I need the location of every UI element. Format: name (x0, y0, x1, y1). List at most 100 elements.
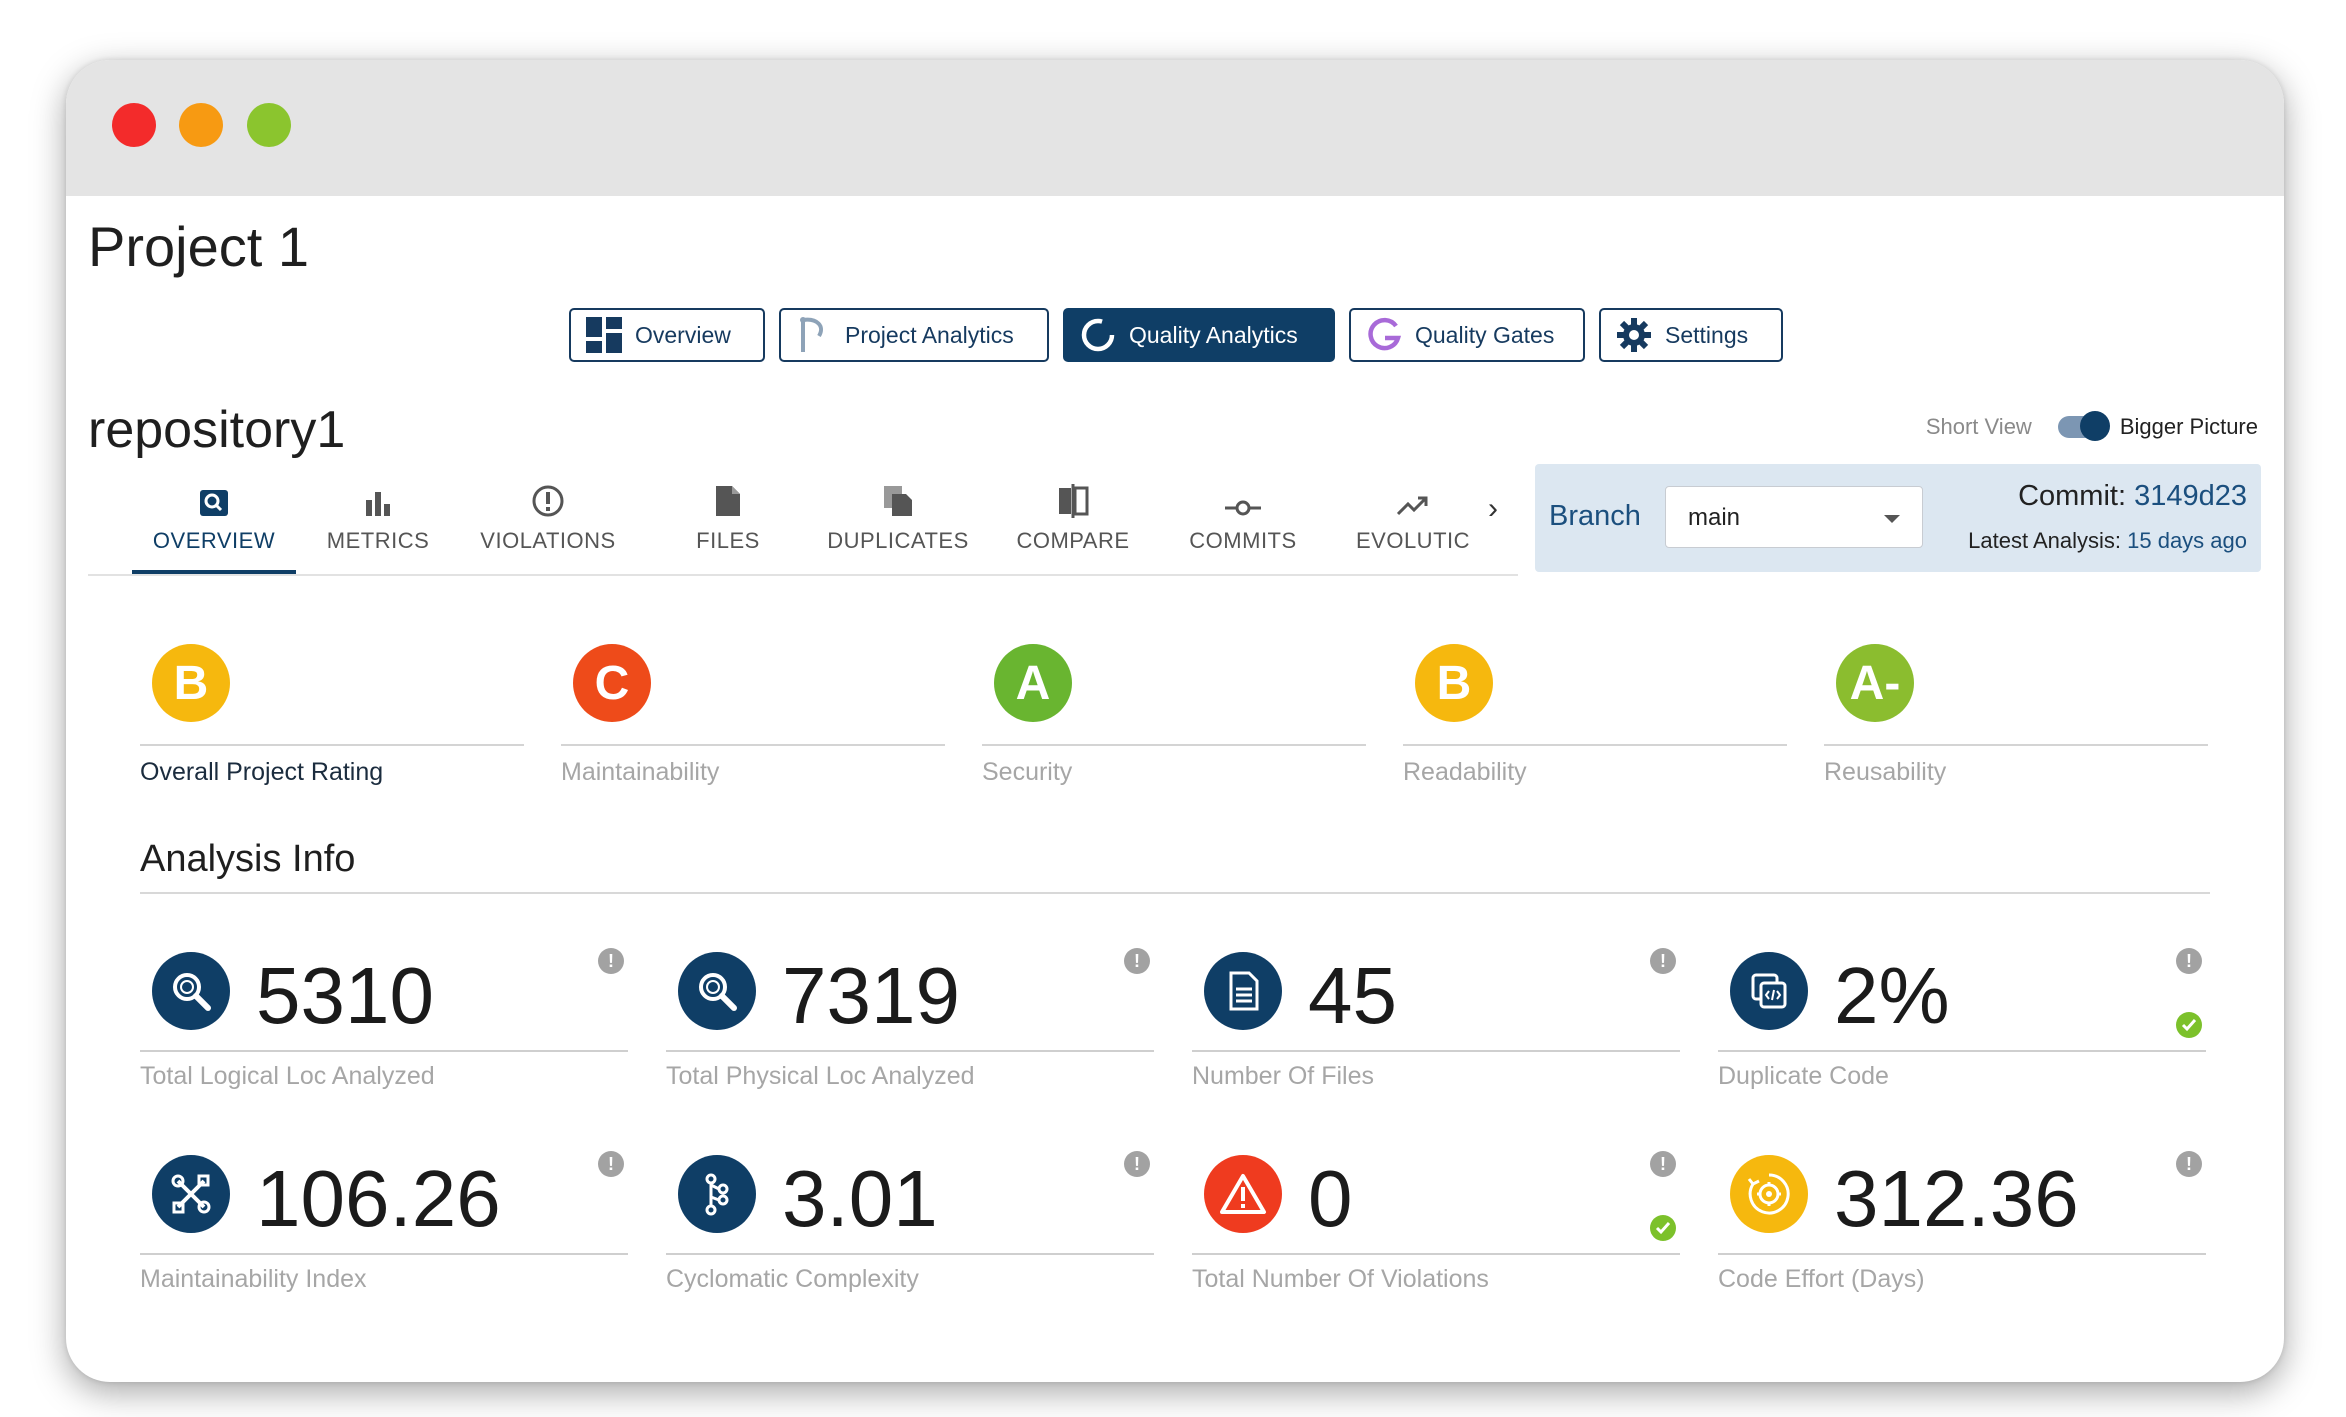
metric-cyclomatic-complexity: 3.01 ! Cyclomatic Complexity (666, 1141, 1154, 1293)
analysis-info-title: Analysis Info (140, 838, 356, 880)
grade-badge: B (1415, 644, 1493, 722)
rating-overall[interactable]: B Overall Project Rating (140, 644, 524, 786)
metric-underline (1192, 1050, 1680, 1052)
nav-settings-button[interactable]: Settings (1599, 308, 1783, 362)
app-window: Project 1 Overview Project Analytics Qua… (66, 60, 2284, 1382)
rating-security[interactable]: A Security (982, 644, 1366, 786)
commit-hash[interactable]: 3149d23 (2134, 480, 2247, 512)
metric-label: Total Logical Loc Analyzed (140, 1062, 435, 1090)
metric-value: 2% (1834, 951, 1950, 1040)
gear-icon (1615, 316, 1653, 354)
flow-icon (678, 1155, 756, 1233)
duplicate-code-icon (1730, 952, 1808, 1030)
check-circle-icon (2176, 1012, 2202, 1038)
bar-chart-icon (308, 462, 448, 518)
info-icon[interactable]: ! (2176, 1151, 2202, 1177)
tab-overview[interactable]: OVERVIEW (132, 462, 296, 574)
view-toggle-row: Short View Bigger Picture (1925, 411, 2258, 441)
title-bar (66, 60, 2284, 196)
main-content: Project 1 Overview Project Analytics Qua… (66, 196, 2284, 1382)
search-square-icon (132, 462, 296, 518)
grade-badge: A- (1836, 644, 1914, 722)
metric-label: Code Effort (Days) (1718, 1265, 1925, 1293)
repository-tabs: OVERVIEW METRICS VIOLATIONS FILES (88, 462, 1518, 576)
metric-total-violations: 0 ! Total Number Of Violations (1192, 1141, 1680, 1293)
quality-gates-icon (1365, 316, 1403, 354)
info-icon[interactable]: ! (2176, 948, 2202, 974)
tab-files[interactable]: FILES (658, 462, 798, 572)
nav-project-analytics-label: Project Analytics (845, 321, 1014, 348)
analytics-icon (795, 316, 833, 354)
rating-reusability[interactable]: A- Reusability (1824, 644, 2208, 786)
metric-underline (140, 1050, 628, 1052)
grade-badge: C (573, 644, 651, 722)
magnifier-icon (152, 952, 230, 1030)
metric-underline (1718, 1050, 2206, 1052)
metric-label: Number Of Files (1192, 1062, 1374, 1090)
file-icon (658, 462, 798, 518)
tab-commits-label: COMMITS (1189, 528, 1297, 553)
view-toggle-switch[interactable] (2057, 411, 2110, 441)
tab-commits[interactable]: COMMITS (1168, 462, 1318, 572)
branch-select-value: main (1688, 504, 1741, 531)
close-window-button[interactable] (112, 103, 156, 147)
metric-value: 0 (1308, 1154, 1353, 1243)
rating-maintainability[interactable]: C Maintainability (561, 644, 945, 786)
analysis-divider (140, 892, 2210, 894)
short-view-label: Short View (1925, 414, 2032, 439)
compare-icon (988, 462, 1158, 518)
rating-underline (1824, 744, 2208, 746)
metric-value: 106.26 (256, 1154, 501, 1243)
rating-underline (1403, 744, 1787, 746)
tab-compare[interactable]: COMPARE (988, 462, 1158, 572)
nav-quality-analytics-button[interactable]: Quality Analytics (1063, 308, 1335, 362)
metric-value: 5310 (256, 951, 434, 1040)
maximize-window-button[interactable] (247, 103, 291, 147)
metric-label: Cyclomatic Complexity (666, 1265, 919, 1293)
tab-overview-label: OVERVIEW (152, 528, 276, 553)
nav-overview-button[interactable]: Overview (569, 308, 765, 362)
branch-panel: Branch main Commit: 3149d23 Latest Analy… (1535, 464, 2261, 572)
caret-down-icon (1884, 515, 1900, 523)
metric-label: Duplicate Code (1718, 1062, 1889, 1090)
metric-underline (666, 1050, 1154, 1052)
metric-physical-loc: 7319 ! Total Physical Loc Analyzed (666, 938, 1154, 1090)
minimize-window-button[interactable] (179, 103, 223, 147)
commit-icon (1168, 462, 1318, 518)
document-icon (1204, 952, 1282, 1030)
tab-metrics[interactable]: METRICS (308, 462, 448, 572)
rating-label: Security (982, 758, 1073, 786)
metric-underline (140, 1253, 628, 1255)
tabs-scroll-right-icon[interactable]: › (1488, 492, 1498, 525)
tab-evolution[interactable]: EVOLUTIC (1338, 462, 1488, 572)
nav-quality-gates-button[interactable]: Quality Gates (1349, 308, 1585, 362)
warning-icon (1204, 1155, 1282, 1233)
tab-compare-label: COMPARE (1016, 528, 1130, 553)
tab-violations[interactable]: VIOLATIONS (458, 462, 638, 572)
metric-number-of-files: 45 ! Number Of Files (1192, 938, 1680, 1090)
metric-value: 312.36 (1834, 1154, 2079, 1243)
dashboard-icon (585, 316, 623, 354)
quality-analytics-icon (1079, 316, 1117, 354)
metric-label: Maintainability Index (140, 1265, 367, 1293)
info-icon[interactable]: ! (1124, 948, 1150, 974)
info-icon[interactable]: ! (598, 948, 624, 974)
metric-label: Total Number Of Violations (1192, 1265, 1489, 1293)
metric-underline (666, 1253, 1154, 1255)
check-circle-icon (1650, 1215, 1676, 1241)
effort-icon (1730, 1155, 1808, 1233)
toggle-knob (2079, 411, 2110, 441)
nav-quality-analytics-label: Quality Analytics (1129, 321, 1298, 348)
duplicate-files-icon (818, 462, 978, 518)
info-icon[interactable]: ! (598, 1151, 624, 1177)
metric-value: 7319 (782, 951, 960, 1040)
info-icon[interactable]: ! (1650, 1151, 1676, 1177)
metric-label: Total Physical Loc Analyzed (666, 1062, 975, 1090)
info-icon[interactable]: ! (1650, 948, 1676, 974)
branch-select[interactable]: main (1665, 486, 1923, 548)
tab-duplicates[interactable]: DUPLICATES (818, 462, 978, 572)
nav-project-analytics-button[interactable]: Project Analytics (779, 308, 1049, 362)
rating-readability[interactable]: B Readability (1403, 644, 1787, 786)
project-title: Project 1 (88, 215, 309, 278)
info-icon[interactable]: ! (1124, 1151, 1150, 1177)
